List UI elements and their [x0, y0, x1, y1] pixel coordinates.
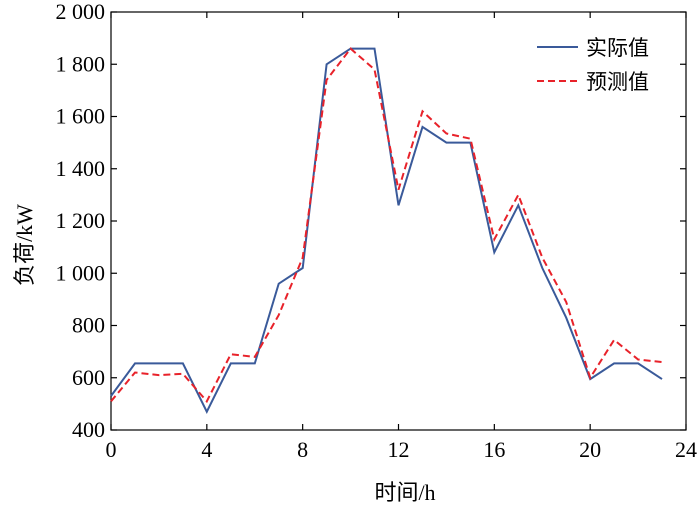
x-axis-title: 时间/h	[374, 480, 435, 505]
y-axis-title: 负荷/kW	[12, 204, 37, 286]
y-tick-label: 1 000	[56, 260, 106, 285]
series-line-actual	[110, 47, 663, 414]
x-tick-label: 8	[297, 437, 308, 462]
y-tick-label: 600	[72, 365, 105, 390]
x-tick-label: 12	[388, 437, 410, 462]
y-tick-label: 800	[72, 313, 105, 338]
legend-label: 实际值	[586, 36, 649, 60]
y-tick-label: 1 600	[56, 104, 106, 129]
x-tick-label: 24	[675, 437, 697, 462]
series-layer	[110, 47, 663, 414]
y-tick-label: 1 400	[56, 156, 106, 181]
x-tick-label: 4	[201, 437, 212, 462]
y-tick-label: 1 200	[56, 208, 106, 233]
x-tick-label: 16	[483, 437, 505, 462]
x-tick-label: 0	[106, 437, 117, 462]
y-tick-label: 400	[72, 417, 105, 442]
y-tick-label: 2 000	[56, 0, 106, 24]
series-line-predicted	[110, 47, 663, 404]
x-axis: 0 4 8 12 16 20 24	[106, 12, 697, 462]
y-axis: 400 600 800 1 000 1 200 1 400 1 600 1 800 2 000	[56, 0, 686, 442]
y-tick-label: 1 800	[56, 51, 106, 76]
x-tick-label: 20	[579, 437, 601, 462]
legend-label: 预测值	[586, 70, 649, 94]
